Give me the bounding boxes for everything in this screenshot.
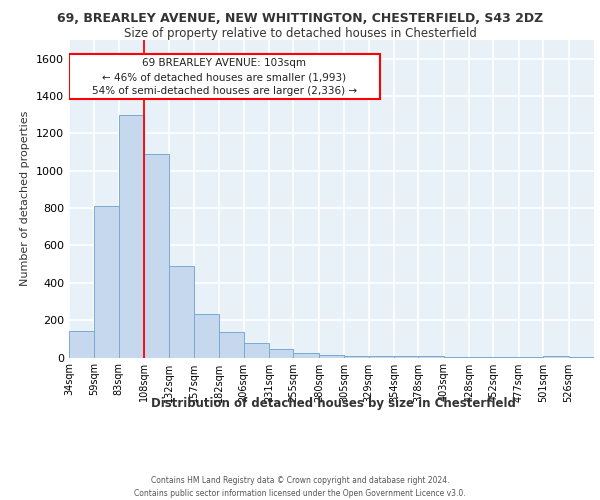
Text: 54% of semi-detached houses are larger (2,336) →: 54% of semi-detached houses are larger (… — [92, 86, 357, 96]
Bar — [144, 154, 169, 358]
Text: 69 BREARLEY AVENUE: 103sqm: 69 BREARLEY AVENUE: 103sqm — [142, 58, 307, 68]
Text: 69, BREARLEY AVENUE, NEW WHITTINGTON, CHESTERFIELD, S43 2DZ: 69, BREARLEY AVENUE, NEW WHITTINGTON, CH… — [57, 12, 543, 26]
Bar — [569, 356, 594, 358]
Bar — [444, 356, 469, 358]
Bar — [319, 354, 344, 358]
Text: ← 46% of detached houses are smaller (1,993): ← 46% of detached houses are smaller (1,… — [103, 72, 346, 82]
Bar — [194, 314, 219, 358]
Bar — [69, 54, 380, 99]
Text: Size of property relative to detached houses in Chesterfield: Size of property relative to detached ho… — [124, 28, 476, 40]
Bar — [493, 356, 519, 358]
Bar — [293, 353, 319, 358]
Bar — [69, 332, 94, 357]
Bar — [219, 332, 244, 357]
Bar — [344, 356, 368, 358]
Bar — [119, 114, 144, 358]
Bar — [169, 266, 194, 358]
Bar — [368, 356, 394, 358]
Bar — [519, 356, 543, 358]
Bar — [394, 356, 418, 358]
Y-axis label: Number of detached properties: Number of detached properties — [20, 111, 31, 286]
Text: Contains HM Land Registry data © Crown copyright and database right 2024.
Contai: Contains HM Land Registry data © Crown c… — [134, 476, 466, 498]
Bar — [418, 356, 444, 358]
Bar — [94, 206, 119, 358]
Bar — [244, 344, 269, 357]
Bar — [543, 356, 569, 358]
Bar — [269, 349, 293, 358]
Bar — [469, 356, 493, 358]
Text: Distribution of detached houses by size in Chesterfield: Distribution of detached houses by size … — [151, 398, 515, 410]
